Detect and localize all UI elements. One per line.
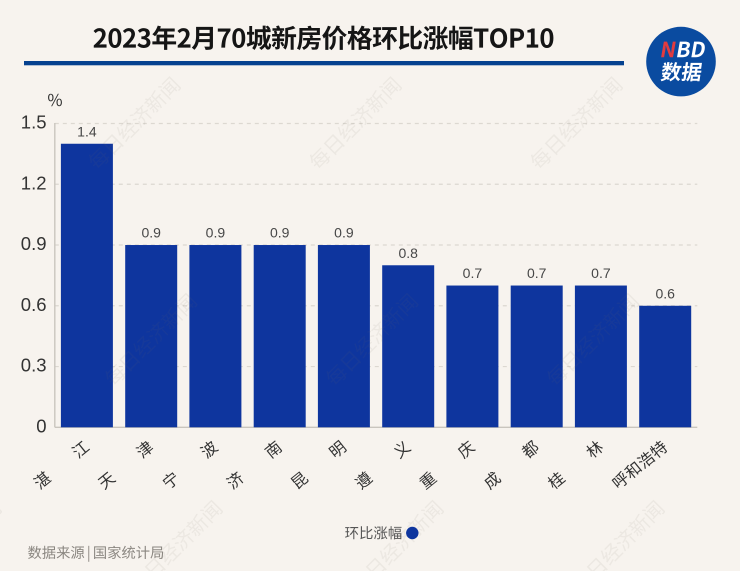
svg-text:0.6: 0.6 bbox=[655, 285, 675, 301]
svg-text:0.8: 0.8 bbox=[398, 245, 418, 261]
svg-text:0.7: 0.7 bbox=[527, 265, 547, 281]
svg-text:0.7: 0.7 bbox=[591, 265, 611, 281]
svg-text:1.5: 1.5 bbox=[21, 112, 47, 133]
svg-text:0.9: 0.9 bbox=[141, 225, 161, 241]
svg-text:0.9: 0.9 bbox=[21, 233, 47, 254]
svg-text:0: 0 bbox=[36, 415, 46, 436]
svg-text:1.2: 1.2 bbox=[21, 172, 47, 193]
svg-text:0.9: 0.9 bbox=[206, 225, 226, 241]
svg-text:1.4: 1.4 bbox=[77, 123, 97, 139]
svg-text:0.9: 0.9 bbox=[270, 225, 290, 241]
svg-text:0.6: 0.6 bbox=[21, 294, 47, 315]
svg-text:0.7: 0.7 bbox=[463, 265, 483, 281]
svg-text:0.9: 0.9 bbox=[334, 225, 354, 241]
svg-text:0.3: 0.3 bbox=[21, 355, 47, 376]
